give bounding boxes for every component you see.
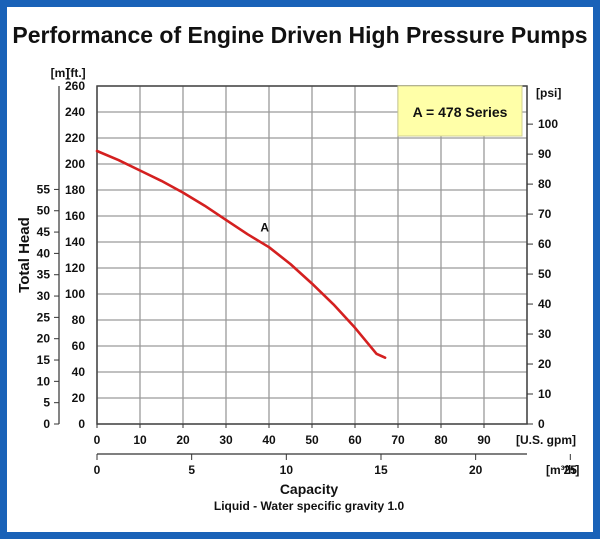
y-tick-label-ft: 260 [65,79,85,93]
y-tick-label-m: 30 [37,289,51,303]
y-tick-label-ft: 220 [65,131,85,145]
tick-labels: 0102030405060708090051015202530020406080… [37,79,578,477]
x-tick-label: 50 [305,433,319,447]
x-tick-label: 30 [219,433,233,447]
legend: A = 478 Series [397,85,523,137]
legend-text: A = 478 Series [413,104,508,120]
x-tick-label: 0 [94,433,101,447]
y-tick-label-m: 50 [37,204,51,218]
series-layer: A [95,149,387,359]
x-unit-gpm: [U.S. gpm] [516,433,576,447]
legend-box [397,85,523,137]
y-tick-label-ft: 200 [65,157,85,171]
y-tick-label-m: 5 [43,396,50,410]
y-tick-label-m: 10 [37,374,51,388]
y-tick-label-ft: 160 [65,209,85,223]
y-tick-label-m: 55 [37,182,51,196]
y-tick-label-m: 25 [37,310,51,324]
x-tick-label: 90 [477,433,491,447]
y-tick-label-m: 35 [37,268,51,282]
x-tick-label: 70 [391,433,405,447]
x-tick-label: 60 [348,433,362,447]
x-unit-m3h: [m³/h] [546,463,579,477]
x-axis-title: Capacity [280,481,339,497]
y-tick-label-ft: 80 [72,313,86,327]
y-tick-label-ft: 20 [72,391,86,405]
x-tick-label: 10 [133,433,147,447]
y-tick-label-ft: 40 [72,365,86,379]
y-tick-label-psi: 90 [538,147,552,161]
y-unit-m: [m] [51,66,70,80]
y-tick-label-psi: 40 [538,297,552,311]
x2-tick-label: 25 [564,463,578,477]
y-tick-label-psi: 60 [538,237,552,251]
x-tick-label: 20 [176,433,190,447]
x2-tick-label: 0 [94,463,101,477]
y-unit-psi: [psi] [536,86,561,100]
y-tick-label-psi: 30 [538,327,552,341]
y-unit-ft: [ft.] [66,66,85,80]
x2-tick-label: 10 [280,463,294,477]
y-tick-label-m: 0 [43,417,50,431]
y-tick-label-psi: 50 [538,267,552,281]
y-tick-label-psi: 100 [538,117,558,131]
y-tick-label-ft: 0 [78,417,85,431]
y-tick-label-psi: 0 [538,417,545,431]
y-tick-label-ft: 120 [65,261,85,275]
y-tick-label-ft: 180 [65,183,85,197]
y-tick-label-m: 20 [37,332,51,346]
x2-tick-label: 5 [188,463,195,477]
y-tick-label-ft: 100 [65,287,85,301]
y-tick-label-m: 15 [37,353,51,367]
y-tick-label-ft: 140 [65,235,85,249]
x2-tick-label: 15 [374,463,388,477]
y-tick-label-ft: 240 [65,105,85,119]
chart-subtitle: Liquid - Water specific gravity 1.0 [214,499,405,513]
x2-tick-label: 20 [469,463,483,477]
x-tick-label: 80 [434,433,448,447]
y-tick-label-psi: 80 [538,177,552,191]
y-tick-label-m: 40 [37,246,51,260]
y-tick-label-psi: 10 [538,387,552,401]
x-tick-label: 40 [262,433,276,447]
series-label-A: A [260,221,269,235]
y-tick-label-psi: 70 [538,207,552,221]
y-tick-label-ft: 60 [72,339,86,353]
series-line-A [95,149,387,359]
y-tick-label-psi: 20 [538,357,552,371]
grid [96,85,528,425]
y-tick-label-m: 45 [37,225,51,239]
chart-title: Performance of Engine Driven High Pressu… [12,22,587,48]
y-axis-title: Total Head [16,217,33,293]
